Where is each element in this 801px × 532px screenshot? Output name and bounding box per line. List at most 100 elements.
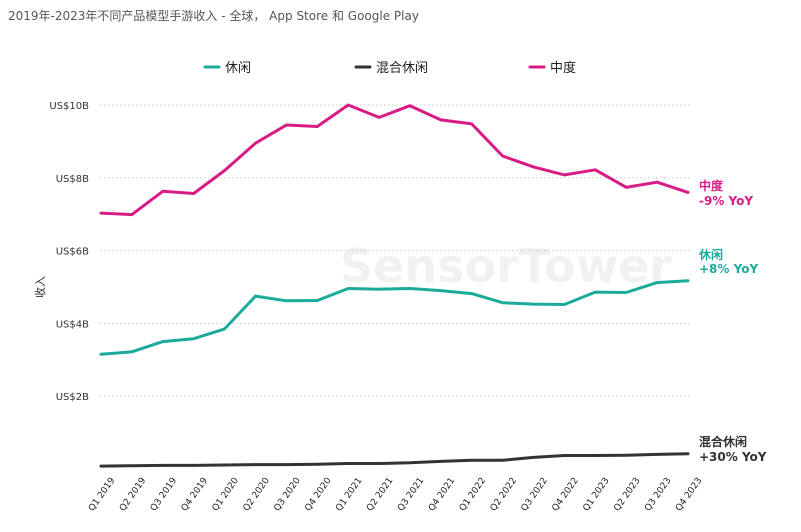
y-axis-ticks: US$2B US$4B US$6B US$8B US$10B bbox=[49, 101, 89, 403]
data-point bbox=[470, 459, 473, 462]
series-line bbox=[99, 103, 690, 217]
series-lines bbox=[99, 103, 690, 468]
end-labels: 休闲+8% YoY 混合休闲+30% YoY 中度-9% YoY bbox=[698, 178, 767, 464]
x-tick-label: Q4 2019 bbox=[180, 476, 210, 514]
data-point bbox=[470, 292, 473, 295]
end-label-name: 中度 bbox=[699, 178, 724, 193]
data-point bbox=[625, 291, 628, 294]
data-point bbox=[223, 169, 226, 172]
data-point bbox=[346, 287, 350, 290]
data-point bbox=[161, 340, 164, 343]
x-tick-label: Q2 2021 bbox=[365, 476, 395, 513]
data-point bbox=[439, 118, 443, 122]
data-point bbox=[625, 453, 628, 457]
x-tick-label: Q3 2022 bbox=[520, 476, 550, 513]
data-point bbox=[130, 464, 134, 467]
y-tick-label: US$4B bbox=[56, 319, 89, 330]
data-point bbox=[563, 303, 566, 306]
legend-item: 混合休闲 bbox=[376, 61, 428, 76]
data-point bbox=[470, 122, 473, 126]
y-axis-label: 收入 bbox=[33, 276, 47, 298]
data-point bbox=[285, 299, 288, 303]
data-point bbox=[686, 279, 690, 283]
data-point bbox=[130, 350, 134, 353]
series-line bbox=[99, 452, 690, 468]
end-label-name: 休闲 bbox=[698, 247, 723, 262]
data-point bbox=[501, 459, 504, 462]
x-tick-label: Q2 2019 bbox=[118, 476, 148, 514]
x-tick-label: Q2 2023 bbox=[612, 476, 642, 513]
data-point bbox=[501, 154, 504, 158]
data-point bbox=[655, 453, 659, 456]
x-tick-label: Q1 2023 bbox=[581, 476, 611, 513]
y-tick-label: US$10B bbox=[49, 101, 89, 112]
data-point bbox=[346, 103, 350, 107]
x-tick-label: Q4 2021 bbox=[427, 476, 457, 513]
x-tick-label: Q4 2020 bbox=[303, 476, 333, 514]
data-point bbox=[532, 302, 535, 306]
data-point bbox=[192, 464, 195, 467]
series-line bbox=[99, 279, 690, 356]
data-point bbox=[655, 281, 659, 284]
data-point bbox=[316, 125, 319, 128]
watermark: SensorTower bbox=[340, 239, 672, 293]
legend-item: 中度 bbox=[550, 60, 576, 76]
data-point bbox=[594, 290, 597, 294]
data-point bbox=[254, 294, 257, 298]
data-point bbox=[254, 142, 257, 145]
end-label-name: 混合休闲 bbox=[699, 434, 747, 449]
data-point bbox=[408, 287, 412, 290]
x-tick-label: Q3 2021 bbox=[396, 476, 426, 513]
data-point bbox=[686, 452, 690, 455]
x-axis-ticks: Q1 2019 Q2 2019 Q3 2019 Q4 2019 Q1 2020 Q2 20… bbox=[87, 476, 704, 514]
data-point bbox=[594, 454, 597, 457]
data-point bbox=[99, 464, 103, 468]
x-tick-label: Q3 2019 bbox=[149, 476, 179, 514]
data-point bbox=[192, 337, 195, 340]
x-tick-label: Q3 2023 bbox=[643, 476, 673, 513]
x-tick-label: Q4 2023 bbox=[674, 476, 704, 513]
x-tick-label: Q1 2020 bbox=[211, 476, 241, 514]
data-point bbox=[563, 173, 566, 177]
legend-item: 休闲 bbox=[225, 61, 251, 76]
data-point bbox=[285, 463, 288, 466]
data-point bbox=[625, 186, 628, 189]
data-point bbox=[532, 456, 535, 459]
data-point bbox=[686, 191, 690, 194]
data-point bbox=[285, 123, 288, 127]
x-tick-label: Q2 2022 bbox=[489, 476, 519, 513]
x-tick-label: Q1 2019 bbox=[87, 476, 117, 514]
data-point bbox=[408, 104, 412, 107]
data-point bbox=[655, 180, 659, 184]
x-tick-label: Q3 2020 bbox=[273, 476, 303, 514]
end-label-yoy: -9% YoY bbox=[699, 194, 753, 208]
data-point bbox=[594, 168, 597, 171]
data-point bbox=[316, 299, 319, 302]
data-point bbox=[501, 301, 504, 304]
data-point bbox=[377, 462, 381, 465]
data-point bbox=[99, 353, 103, 356]
data-point bbox=[408, 461, 412, 465]
y-tick-label: US$2B bbox=[56, 392, 89, 403]
data-point bbox=[316, 463, 319, 466]
x-tick-label: Q2 2020 bbox=[242, 476, 272, 514]
data-point bbox=[192, 192, 195, 195]
data-point bbox=[254, 463, 257, 466]
data-point bbox=[130, 213, 134, 216]
chart-title: 2019年-2023年不同产品模型手游收入 - 全球， App Store 和 … bbox=[8, 8, 419, 23]
data-point bbox=[439, 289, 443, 292]
data-point bbox=[223, 463, 226, 467]
x-tick-label: Q1 2022 bbox=[458, 476, 488, 513]
data-point bbox=[223, 327, 226, 331]
end-label-yoy: +30% YoY bbox=[699, 450, 767, 464]
data-point bbox=[439, 460, 443, 463]
data-point bbox=[532, 165, 535, 169]
y-tick-label: US$8B bbox=[56, 174, 89, 185]
data-point bbox=[161, 190, 164, 193]
data-point bbox=[161, 464, 164, 467]
end-label-yoy: +8% YoY bbox=[699, 262, 758, 276]
x-tick-label: Q4 2022 bbox=[551, 476, 581, 513]
legend: 休闲 混合休闲 中度 bbox=[203, 60, 576, 76]
data-point bbox=[346, 462, 350, 465]
